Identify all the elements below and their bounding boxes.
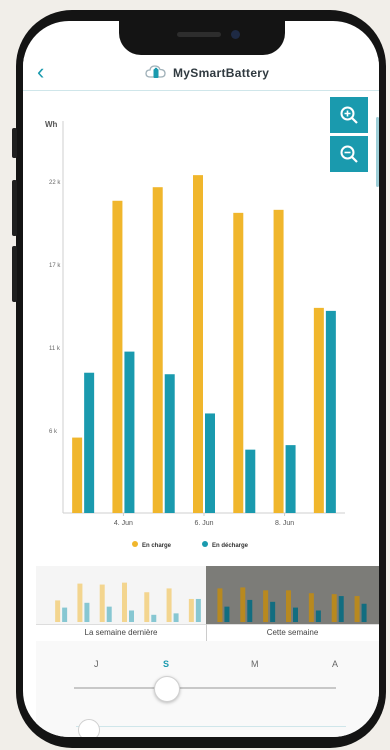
nav-this-week-charge-bar-5 xyxy=(331,594,337,622)
y-tick-label-2: 17 k xyxy=(49,263,61,269)
bar-discharge-0 xyxy=(84,372,95,513)
period-option-year[interactable]: A xyxy=(332,659,339,669)
bar-discharge-3 xyxy=(205,413,215,513)
x-tick-label-3: 6. Jun xyxy=(194,520,213,527)
phone-screen: ‹ MySmartBattery Wh 6 k 11 k 17 k 22 k 4. Jun… xyxy=(23,21,379,737)
nav-this-week-charge-bar-4 xyxy=(308,593,314,622)
nav-last-week-discharge-bar-5 xyxy=(173,613,179,622)
navigator-divider xyxy=(206,624,207,641)
nav-last-week-discharge-bar-0 xyxy=(62,607,68,622)
nav-this-week-charge-bar-6 xyxy=(354,596,360,622)
bar-discharge-1 xyxy=(124,351,135,513)
vertical-scrollbar[interactable] xyxy=(376,117,379,187)
nav-last-week-charge-bar-5 xyxy=(166,588,172,622)
y-tick-label-3: 22 k xyxy=(49,180,61,186)
bar-charge-1 xyxy=(112,200,123,513)
nav-this-week-charge-bar-0 xyxy=(217,588,223,622)
phone-volume-down xyxy=(12,246,17,302)
period-option-day[interactable]: J xyxy=(94,659,99,669)
nav-this-week-discharge-bar-6 xyxy=(361,603,367,622)
x-tick-label-5: 8. Jun xyxy=(275,520,294,527)
nav-last-week-discharge-bar-4 xyxy=(151,614,157,622)
period-option-month[interactable]: M xyxy=(251,659,259,669)
legend-charge-label: En charge xyxy=(142,543,172,549)
bar-charge-0 xyxy=(72,437,83,513)
period-slider-track[interactable] xyxy=(74,687,336,689)
secondary-slider-thumb[interactable] xyxy=(78,719,100,737)
front-camera xyxy=(231,30,240,39)
bar-discharge-5 xyxy=(285,445,296,513)
nav-last-week-charge-bar-1 xyxy=(77,583,83,622)
chevron-left-icon[interactable]: ‹ xyxy=(37,59,45,84)
legend-charge-marker xyxy=(132,541,138,547)
bar-charge-2 xyxy=(152,187,163,513)
range-navigator[interactable]: La semaine dernière Cette semaine xyxy=(36,566,379,641)
nav-last-week-charge-bar-0 xyxy=(55,600,61,622)
navigator-label-last-week: La semaine dernière xyxy=(84,628,158,637)
zoom-in-button[interactable] xyxy=(330,97,368,133)
navigator-selected-window[interactable] xyxy=(206,566,379,624)
nav-this-week-discharge-bar-1 xyxy=(247,599,253,622)
navigator-label-this-week: Cette semaine xyxy=(266,628,319,637)
period-selector: J S M A xyxy=(36,641,379,737)
zoom-out-button[interactable] xyxy=(330,136,368,172)
zoom-in-icon xyxy=(340,106,358,124)
y-tick-label-1: 11 k xyxy=(49,346,61,352)
period-option-week[interactable]: S xyxy=(163,659,170,669)
period-slider-thumb[interactable] xyxy=(154,676,180,702)
bar-charge-4 xyxy=(233,212,244,513)
nav-this-week-charge-bar-2 xyxy=(263,590,269,622)
bar-discharge-4 xyxy=(245,449,256,513)
nav-last-week-discharge-bar-2 xyxy=(106,606,112,622)
nav-last-week-charge-bar-4 xyxy=(144,592,150,622)
nav-last-week-discharge-bar-1 xyxy=(84,602,90,622)
phone-volume-up xyxy=(12,180,17,236)
nav-last-week-discharge-bar-3 xyxy=(129,610,134,622)
x-tick-label-1: 4. Jun xyxy=(114,520,133,527)
bar-chart: Wh 6 k 11 k 17 k 22 k 4. Jun 6. Jun 8. Jun En ch… xyxy=(45,120,345,549)
y-tick-label-0: 6 k xyxy=(49,429,58,435)
legend-discharge-marker xyxy=(202,541,208,547)
bar-charge-3 xyxy=(193,175,203,513)
nav-this-week-discharge-bar-5 xyxy=(338,596,344,622)
app-title: MySmartBattery xyxy=(173,66,270,80)
chart-area: Wh 6 k 11 k 17 k 22 k 4. Jun 6. Jun 8. Jun En ch… xyxy=(23,91,379,571)
navigator-label-row: La semaine dernière Cette semaine xyxy=(36,624,379,641)
secondary-slider-track[interactable] xyxy=(76,726,346,727)
speaker xyxy=(177,32,221,37)
navigator-mini-chart xyxy=(55,582,367,622)
legend-discharge-label: En décharge xyxy=(212,543,249,549)
nav-this-week-discharge-bar-4 xyxy=(315,610,321,622)
bar-charge-5 xyxy=(273,209,284,513)
y-axis-title: Wh xyxy=(45,120,58,129)
bar-discharge-6 xyxy=(325,310,336,513)
nav-last-week-charge-bar-6 xyxy=(188,598,194,622)
nav-last-week-discharge-bar-6 xyxy=(195,598,201,622)
nav-this-week-discharge-bar-3 xyxy=(293,607,298,622)
nav-last-week-charge-bar-3 xyxy=(122,582,127,622)
battery-cloud-icon xyxy=(145,65,166,78)
nav-this-week-charge-bar-3 xyxy=(286,590,291,622)
nav-this-week-discharge-bar-2 xyxy=(270,601,276,622)
notch xyxy=(119,21,285,55)
bar-charge-6 xyxy=(313,307,324,513)
nav-this-week-charge-bar-1 xyxy=(240,587,246,622)
zoom-out-icon xyxy=(340,145,358,163)
nav-last-week-charge-bar-2 xyxy=(99,584,105,622)
nav-this-week-discharge-bar-0 xyxy=(224,606,230,622)
bar-discharge-2 xyxy=(164,374,175,513)
phone-mute-switch xyxy=(12,128,17,158)
app-header: ‹ MySmartBattery xyxy=(23,57,379,91)
